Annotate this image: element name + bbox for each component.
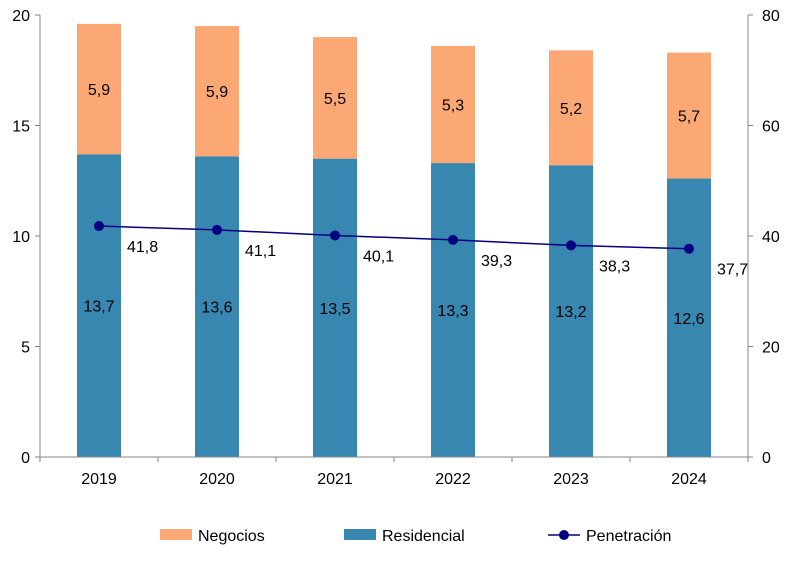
bar-negocios-2024 — [667, 52, 711, 179]
bar-residencial-2020 — [195, 156, 239, 457]
y-right-tick-20: 20 — [762, 340, 780, 357]
label-penetracion-2019: 41,8 — [127, 239, 158, 256]
penetration-point-2021 — [330, 230, 340, 241]
legend-label-penetracin: Penetración — [586, 528, 671, 545]
y-left-tick-15: 15 — [12, 119, 30, 136]
legend: Negocios Residencial Penetración — [160, 528, 671, 545]
legend-swatch-residencial — [344, 529, 376, 540]
label-residencial-2020: 13,6 — [201, 300, 232, 317]
x-tick-2023: 2023 — [553, 471, 589, 488]
penetration-point-2020 — [212, 224, 222, 235]
bar-negocios-2022 — [431, 45, 475, 164]
y-right-tick-40: 40 — [762, 229, 780, 246]
y-left-tick-10: 10 — [12, 229, 30, 246]
penetration-line-layer — [94, 221, 694, 254]
bar-negocios-2019 — [77, 23, 121, 155]
label-negocios-2020: 5,9 — [206, 84, 228, 101]
y-right-tick-60: 60 — [762, 119, 780, 136]
bar-residencial-2023 — [549, 165, 593, 457]
label-negocios-2022: 5,3 — [442, 98, 464, 115]
bars-layer — [77, 23, 711, 458]
label-negocios-2023: 5,2 — [560, 101, 582, 118]
y-right-tick-0: 0 — [762, 450, 771, 467]
legend-label-negocios: Negocios — [198, 528, 265, 545]
label-negocios-2019: 5,9 — [88, 82, 110, 99]
x-tick-2021: 2021 — [317, 471, 353, 488]
legend-marker-penetracin — [559, 530, 569, 540]
label-residencial-2024: 12,6 — [673, 311, 704, 328]
bar-negocios-2023 — [549, 50, 593, 166]
label-penetracion-2020: 41,1 — [245, 243, 276, 260]
label-penetracion-2023: 38,3 — [599, 258, 630, 275]
label-penetracion-2024: 37,7 — [717, 262, 748, 279]
x-tick-2024: 2024 — [671, 471, 707, 488]
bar-residencial-2021 — [313, 158, 357, 457]
label-residencial-2019: 13,7 — [83, 299, 114, 316]
axes-layer: 0 5 10 15 20 0 20 40 60 80 2019 2020 2021 2022 2023 202… — [12, 8, 780, 488]
label-residencial-2023: 13,2 — [555, 304, 586, 321]
bar-residencial-2019 — [77, 154, 121, 458]
bar-residencial-2024 — [667, 178, 711, 458]
label-penetracion-2021: 40,1 — [363, 248, 394, 265]
x-tick-2020: 2020 — [199, 471, 235, 488]
label-negocios-2024: 5,7 — [678, 109, 700, 126]
y-left-tick-0: 0 — [21, 450, 30, 467]
legend-label-residencial: Residencial — [382, 528, 465, 545]
penetration-point-2019 — [94, 221, 104, 232]
x-tick-2019: 2019 — [81, 471, 117, 488]
y-left-tick-20: 20 — [12, 8, 30, 25]
x-tick-2022: 2022 — [435, 471, 471, 488]
bar-residencial-2022 — [431, 163, 475, 457]
penetration-point-2022 — [448, 234, 458, 245]
bar-negocios-2020 — [195, 26, 239, 157]
legend-swatch-negocios — [160, 529, 192, 540]
penetration-point-2023 — [566, 240, 576, 251]
label-penetracion-2022: 39,3 — [481, 253, 512, 270]
y-left-tick-5: 5 — [21, 340, 30, 357]
label-residencial-2022: 13,3 — [437, 303, 468, 320]
bar-negocios-2021 — [313, 37, 357, 159]
label-residencial-2021: 13,5 — [319, 301, 350, 318]
label-negocios-2021: 5,5 — [324, 91, 346, 108]
y-right-tick-80: 80 — [762, 8, 780, 25]
penetration-point-2024 — [684, 243, 694, 254]
data-labels-layer: 13,7 5,9 13,6 5,9 13,5 5,5 13,3 5,3 13,2 5,2 12,6 5… — [83, 82, 748, 328]
penetration-line — [98, 225, 690, 250]
